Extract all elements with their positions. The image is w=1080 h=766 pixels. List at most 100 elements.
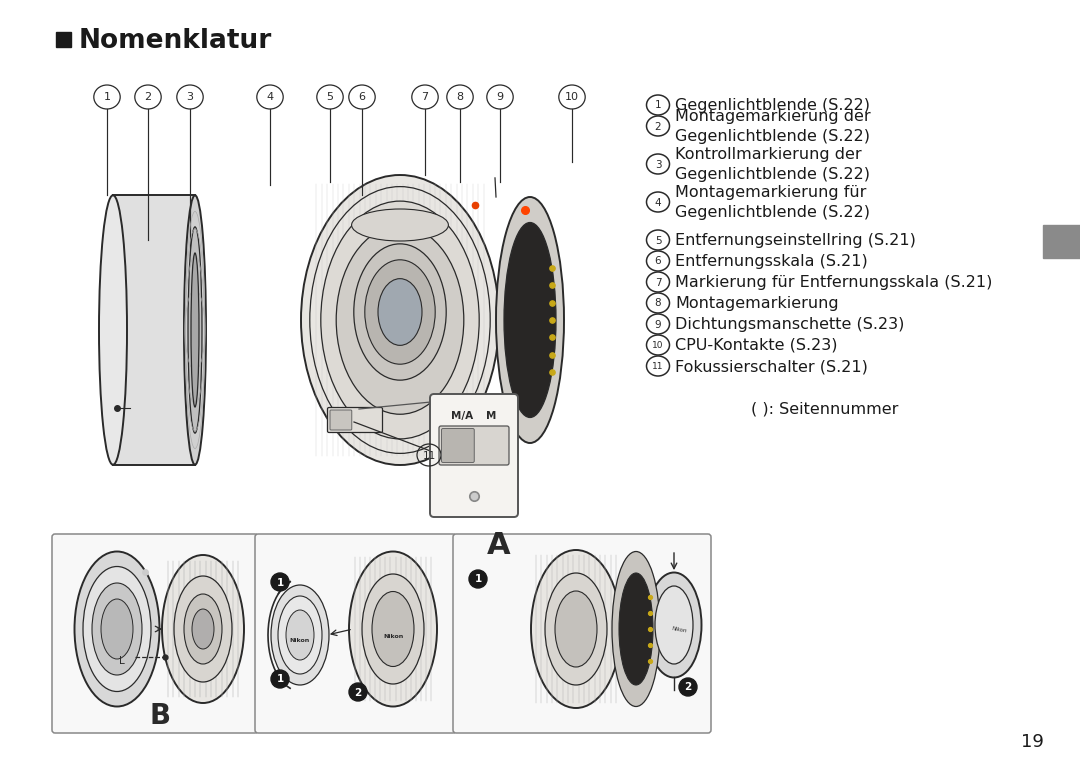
Text: M/A: M/A (451, 411, 473, 421)
Ellipse shape (99, 195, 127, 465)
Text: 7: 7 (654, 277, 661, 287)
Ellipse shape (301, 175, 499, 465)
FancyBboxPatch shape (52, 534, 258, 733)
Text: 4: 4 (654, 198, 661, 208)
Ellipse shape (162, 555, 244, 703)
Text: 10: 10 (652, 341, 664, 350)
Text: 1: 1 (474, 574, 482, 584)
Ellipse shape (545, 573, 607, 685)
Text: L: L (119, 656, 125, 666)
Text: 4: 4 (267, 93, 273, 103)
Ellipse shape (92, 583, 141, 675)
Ellipse shape (75, 552, 160, 706)
Text: 10: 10 (565, 93, 579, 103)
Bar (56, 32, 71, 47)
PathPatch shape (113, 195, 195, 465)
Ellipse shape (654, 586, 693, 664)
Text: 2: 2 (354, 688, 362, 698)
Text: M: M (486, 411, 497, 421)
Ellipse shape (352, 209, 448, 241)
Ellipse shape (271, 585, 329, 685)
Ellipse shape (336, 226, 463, 414)
Ellipse shape (372, 591, 414, 666)
Text: ( ): Seitennummer: ( ): Seitennummer (751, 401, 897, 417)
Text: 2: 2 (685, 683, 691, 692)
Ellipse shape (349, 552, 437, 706)
FancyBboxPatch shape (438, 426, 509, 465)
Text: 3: 3 (187, 93, 193, 103)
Text: Kontrollmarkierung der
Gegenlichtblende (S.22): Kontrollmarkierung der Gegenlichtblende … (675, 147, 870, 182)
Text: Montagemarkierung der
Gegenlichtblende (S.22): Montagemarkierung der Gegenlichtblende (… (675, 110, 870, 143)
Text: 2: 2 (145, 93, 151, 103)
Ellipse shape (365, 260, 435, 364)
Text: 1: 1 (276, 578, 284, 588)
Text: Nikon: Nikon (388, 214, 413, 222)
Text: Nomenklatur: Nomenklatur (79, 28, 272, 54)
Text: 19: 19 (1021, 733, 1043, 751)
Text: M/A: M/A (338, 415, 354, 424)
Text: 9: 9 (654, 319, 661, 329)
Text: Dichtungsmanschette (S.23): Dichtungsmanschette (S.23) (675, 317, 904, 332)
Circle shape (349, 683, 367, 701)
Ellipse shape (192, 609, 214, 649)
Text: Nikon: Nikon (289, 637, 310, 643)
FancyBboxPatch shape (442, 428, 474, 463)
Ellipse shape (555, 591, 597, 667)
Ellipse shape (354, 244, 446, 380)
Text: 7: 7 (421, 93, 429, 103)
Text: De: De (1049, 233, 1075, 250)
Text: 1: 1 (104, 93, 110, 103)
Text: 6: 6 (654, 257, 661, 267)
Ellipse shape (83, 567, 151, 692)
Text: 1: 1 (276, 675, 284, 685)
Text: B: B (149, 702, 171, 730)
Text: 5: 5 (326, 93, 334, 103)
Ellipse shape (102, 599, 133, 659)
Circle shape (679, 678, 697, 696)
Ellipse shape (174, 576, 232, 682)
FancyBboxPatch shape (327, 408, 382, 433)
Ellipse shape (278, 596, 322, 674)
Ellipse shape (531, 550, 621, 708)
Ellipse shape (191, 253, 199, 407)
Ellipse shape (184, 195, 206, 465)
Text: AF-S NIKKOR: AF-S NIKKOR (382, 227, 417, 231)
Text: 1: 1 (654, 100, 661, 110)
Text: Markierung für Entfernungsskala (S.21): Markierung für Entfernungsskala (S.21) (675, 275, 993, 290)
Ellipse shape (619, 573, 653, 685)
Text: 5: 5 (654, 235, 661, 245)
Text: 2: 2 (654, 122, 661, 132)
Text: 11: 11 (652, 362, 664, 371)
Text: 11: 11 (422, 451, 435, 461)
Text: 8: 8 (457, 93, 463, 103)
Ellipse shape (378, 279, 422, 345)
Ellipse shape (184, 594, 222, 664)
Text: Nikon: Nikon (383, 634, 403, 640)
Ellipse shape (286, 610, 314, 660)
Text: 6: 6 (359, 93, 365, 103)
Text: M: M (365, 415, 373, 424)
Ellipse shape (647, 572, 702, 677)
Text: 9: 9 (497, 93, 503, 103)
Circle shape (271, 573, 289, 591)
Ellipse shape (188, 227, 202, 433)
Text: Entfernungsskala (S.21): Entfernungsskala (S.21) (675, 254, 867, 269)
FancyBboxPatch shape (453, 534, 711, 733)
Circle shape (271, 670, 289, 688)
Ellipse shape (612, 552, 660, 706)
FancyBboxPatch shape (255, 534, 456, 733)
Ellipse shape (362, 574, 424, 684)
Circle shape (469, 570, 487, 588)
FancyBboxPatch shape (330, 410, 352, 430)
Ellipse shape (504, 222, 556, 417)
Text: Montagemarkierung: Montagemarkierung (675, 296, 839, 311)
Text: 3: 3 (654, 159, 661, 169)
Text: Montagemarkierung für
Gegenlichtblende (S.22): Montagemarkierung für Gegenlichtblende (… (675, 185, 870, 220)
Ellipse shape (321, 201, 480, 439)
Text: Fokussierschalter (S.21): Fokussierschalter (S.21) (675, 359, 868, 374)
Text: A: A (486, 531, 510, 560)
Text: 8: 8 (654, 299, 661, 309)
Text: CPU-Kontakte (S.23): CPU-Kontakte (S.23) (675, 338, 837, 353)
Text: Nikon: Nikon (671, 626, 687, 633)
Text: Entfernungseinstellring (S.21): Entfernungseinstellring (S.21) (675, 233, 916, 248)
